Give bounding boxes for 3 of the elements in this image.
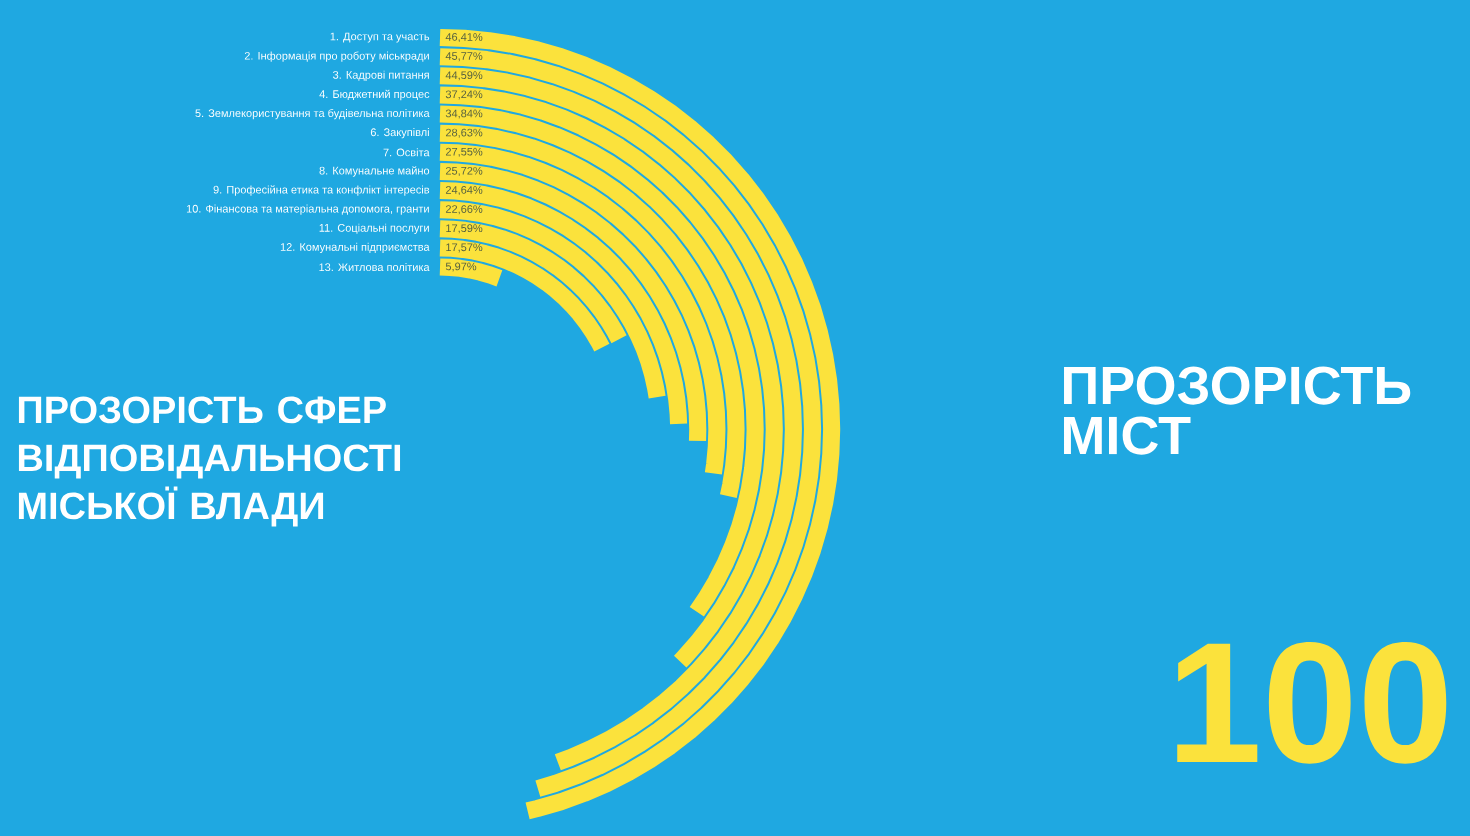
text: ПРОЗОРІСТЬ МІСТ [1064, 366, 1411, 455]
text: 100 [1177, 641, 1447, 764]
text: ПРОЗОРІСТЬ СФЕР ВІДПОВІДАЛЬНОСТІ МІСЬКОЇ ВЛАДИ [18, 396, 401, 527]
